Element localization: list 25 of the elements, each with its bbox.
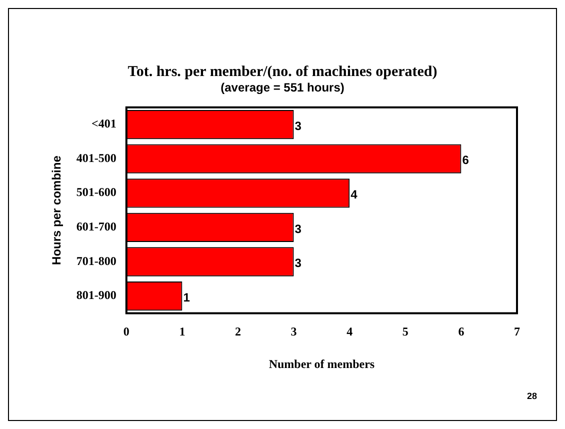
x-tick-label: 6 (458, 324, 464, 338)
x-axis-title: Number of members (268, 356, 375, 371)
text: 28 (526, 391, 537, 401)
x-tick-label: 3 (290, 324, 297, 338)
data-label: 3 (294, 222, 302, 236)
x-tick-label: 0 (123, 324, 130, 338)
data-label: 3 (294, 118, 302, 133)
y-tick-label: 601-700 (76, 220, 116, 234)
chart-title: Tot. hrs. per member/(no. of machines operated) (128, 64, 438, 80)
y-tick-label: 701-800 (76, 254, 116, 268)
chart-subtitle: (average = 551 hours) (220, 80, 344, 95)
y-tick-label: 401-500 (76, 150, 116, 165)
x-tick-label: 4 (346, 324, 353, 338)
data-label: 6 (462, 153, 470, 168)
x-tick-label: 5 (402, 324, 408, 338)
y-tick-label: 501-600 (76, 185, 116, 200)
y-axis-title: Hours per combine (50, 155, 64, 265)
x-tick-label: 2 (234, 324, 241, 338)
x-tick-label: 7 (514, 324, 520, 338)
y-tick-label: <401 (92, 116, 116, 131)
data-label: 3 (294, 256, 302, 270)
data-label: 4 (350, 187, 358, 202)
y-tick-label: 801-900 (76, 288, 116, 302)
x-tick-label: 1 (179, 324, 186, 338)
data-label: 1 (183, 290, 190, 304)
